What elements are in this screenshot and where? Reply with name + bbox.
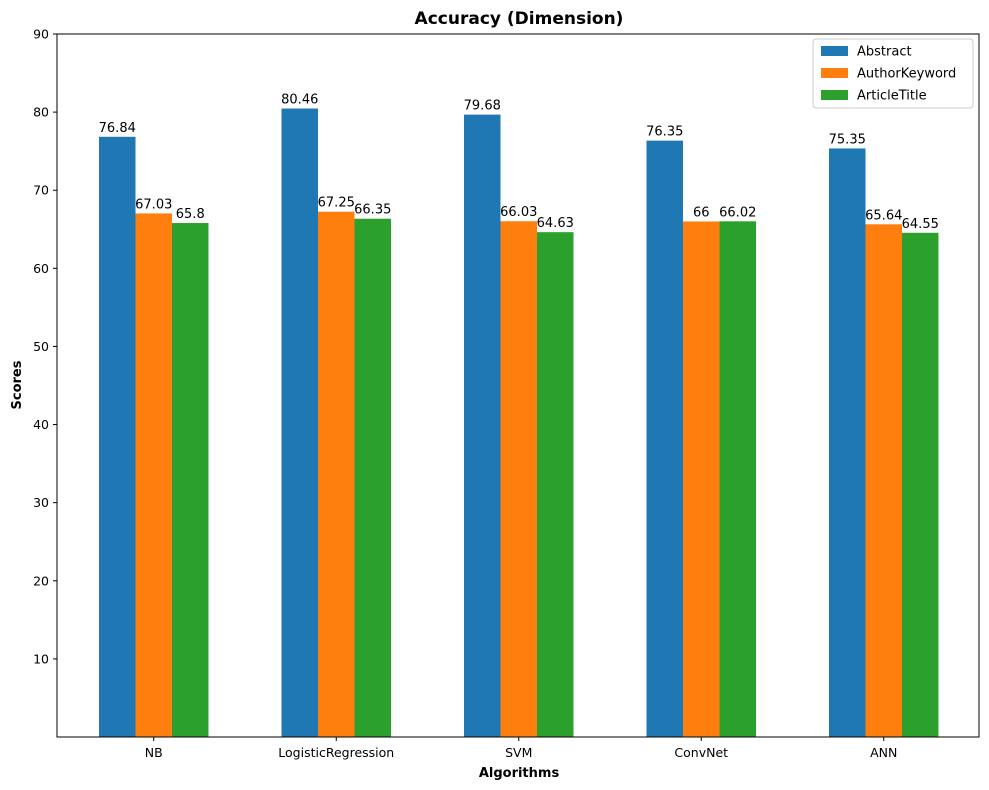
data-label-1-2: 66.03 — [500, 205, 537, 220]
bar-1-2 — [500, 221, 537, 738]
data-label-2-1: 66.35 — [354, 203, 391, 218]
x-tick-label-1: LogisticRegression — [278, 745, 394, 760]
bar-0-1 — [281, 108, 318, 737]
x-tick-label-3: ConvNet — [674, 745, 728, 760]
bar-0-2 — [464, 114, 501, 738]
legend-label-0: Abstract — [857, 45, 912, 60]
data-label-2-2: 64.63 — [537, 216, 574, 231]
y-tick-label-7: 80 — [33, 105, 49, 120]
bar-1-1 — [318, 211, 355, 738]
data-label-1-1: 67.25 — [318, 196, 355, 211]
data-label-1-3: 66 — [693, 205, 710, 220]
legend-label-1: AuthorKeyword — [857, 67, 956, 82]
data-label-1-0: 67.03 — [135, 197, 172, 212]
data-label-0-0: 76.84 — [99, 121, 136, 136]
bar-2-1 — [354, 218, 391, 737]
x-axis: NB LogisticRegression SVM ConvNet ANN — [145, 737, 897, 760]
bar-0-0 — [99, 136, 136, 738]
y-tick-label-2: 30 — [33, 495, 49, 510]
x-tick-label-2: SVM — [505, 745, 532, 760]
bar-1-3 — [683, 221, 720, 737]
data-labels-group: 76.84 80.46 79.68 76.35 75.35 67.03 67.25 66.03… — [99, 93, 939, 232]
x-axis-label: Algorithms — [479, 766, 560, 781]
data-label-2-4: 64.55 — [902, 217, 939, 232]
y-tick-label-5: 60 — [33, 261, 49, 276]
bar-1-4 — [865, 224, 902, 737]
bar-2-3 — [719, 221, 756, 738]
y-tick-label-6: 70 — [33, 183, 49, 198]
data-label-0-1: 80.46 — [281, 93, 318, 108]
legend-swatch-2 — [821, 90, 848, 100]
bars-group — [99, 108, 939, 738]
legend-label-2: ArticleTitle — [857, 89, 927, 104]
legend-box — [812, 38, 974, 109]
bar-2-4 — [902, 232, 939, 737]
plot-frame — [56, 33, 980, 738]
x-tick-label-0: NB — [145, 745, 163, 760]
bar-0-3 — [646, 140, 683, 737]
chart-title: Accuracy (Dimension) — [415, 9, 624, 29]
data-label-0-4: 75.35 — [829, 132, 866, 147]
y-tick-label-1: 20 — [33, 573, 49, 588]
data-label-0-3: 76.35 — [646, 125, 683, 140]
x-tick-label-4: ANN — [870, 745, 897, 760]
legend-swatch-1 — [821, 68, 848, 78]
legend-swatch-0 — [821, 46, 848, 56]
y-tick-label-3: 40 — [33, 417, 49, 432]
bar-2-0 — [172, 223, 209, 738]
legend: Abstract AuthorKeyword ArticleTitle — [812, 38, 974, 109]
y-axis: 10 20 30 40 50 60 70 80 90 — [33, 27, 57, 666]
data-label-2-3: 66.02 — [719, 205, 756, 220]
data-label-0-2: 79.68 — [464, 99, 501, 114]
data-label-1-4: 65.64 — [865, 208, 902, 223]
y-tick-label-4: 50 — [33, 339, 49, 354]
bar-0-4 — [829, 148, 866, 737]
data-label-2-0: 65.8 — [176, 207, 205, 222]
y-axis-label: Scores — [10, 360, 25, 409]
bar-1-0 — [135, 213, 172, 738]
y-tick-label-0: 10 — [33, 651, 49, 666]
bar-2-2 — [537, 232, 574, 737]
y-tick-label-8: 90 — [33, 27, 49, 42]
